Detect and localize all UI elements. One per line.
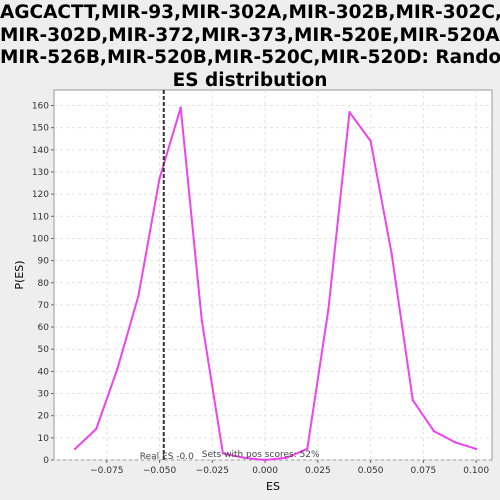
data-point [179,106,182,109]
data-point [263,458,267,462]
y-axis-label: P(ES) [13,260,26,289]
x-tick-label: 0.075 [411,466,437,476]
title-line: MIR-302D,MIR-372,MIR-373,MIR-520E,MIR-52… [0,24,500,46]
plot-area [53,89,493,461]
title-line: MIR-526B,MIR-520B,MIR-520C,MIR-520D: Ran… [0,47,500,68]
x-tick-label: 0.100 [463,466,489,476]
y-tick-label: 160 [32,102,49,112]
data-point [242,456,246,459]
data-point [221,452,225,455]
y-tick-label: 40 [38,367,50,377]
data-point [137,294,140,298]
data-point [73,447,77,451]
data-point [306,447,309,451]
y-tick-label: 150 [32,124,49,134]
x-tick-label: −0.075 [90,466,123,476]
y-tick-label: 10 [38,434,50,444]
title-line: ES distribution [172,69,328,91]
x-tick-label: 0.050 [358,466,384,476]
data-point [348,110,351,114]
grid [54,90,492,461]
data-point [116,367,119,371]
x-tick-label: 0.000 [252,466,278,476]
y-tick-label: 140 [32,146,49,156]
data-point [390,252,393,256]
y-tick-label: 90 [38,257,50,267]
data-point [369,139,372,143]
data-point [327,308,330,311]
y-tick-label: 100 [32,234,49,244]
x-tick-label: −0.050 [143,466,177,476]
series-layer [73,106,478,462]
y-tick-label: 60 [38,323,50,333]
x-tick-label: 0.025 [305,466,331,476]
chart-title: AGCACTT,MIR-93,MIR-302A,MIR-302B,MIR-302… [0,2,500,92]
y-tick-label: 80 [38,279,50,289]
es-distribution-line [74,106,477,461]
title-line: AGCACTT,MIR-93,MIR-302A,MIR-302B,MIR-302… [0,2,500,23]
y-tick-label: 50 [38,345,50,355]
y-tick-label: 70 [38,301,50,311]
pos-scores-annotation: Sets with pos scores: 52% [202,450,320,460]
x-tick-label: −0.025 [196,466,229,476]
data-point [158,177,161,180]
data-point [432,429,436,433]
y-tick-label: 30 [38,390,50,400]
data-point [284,456,288,459]
data-point [474,447,478,451]
y-tick-label: 20 [38,412,50,422]
axes: 0 10 20 30 40 50 60 70 80 90 100 110 120 130 140 150 160… [32,102,490,476]
y-tick-label: 130 [32,168,49,178]
real-es-layer: Real ES -0.0 Sets with pos scores: 52% [140,90,320,462]
y-tick-label: 0 [43,456,49,466]
data-point [95,427,98,431]
data-point [453,441,457,444]
x-axis-label: ES [266,480,280,493]
y-tick-label: 120 [32,190,49,200]
data-point [411,398,415,402]
y-tick-label: 110 [32,212,49,222]
real-es-label: Real ES -0.0 [140,452,194,462]
data-point [200,319,203,322]
